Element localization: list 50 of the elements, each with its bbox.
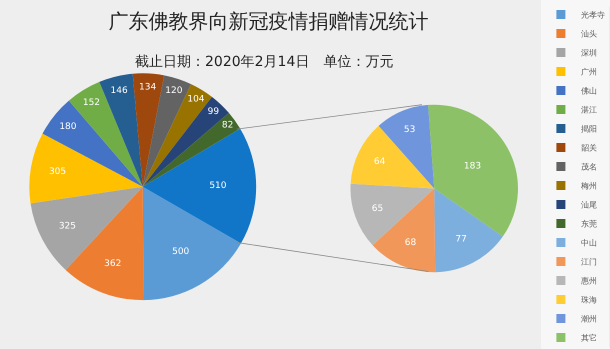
data-label: 82 [222, 120, 234, 131]
text: 截止日期：2020年2月14日 单位：万元 [135, 54, 394, 70]
pie-slice [372, 188, 436, 272]
legend-label: 汕尾 [580, 200, 597, 210]
legend-label: 深圳 [580, 48, 597, 58]
data-label: 362 [104, 259, 122, 270]
data-label: 305 [48, 167, 66, 178]
pie-slice [434, 188, 503, 272]
data-label: 134 [139, 82, 157, 92]
legend-label: 韶关 [580, 144, 597, 153]
legend-label: 光孝寺 [580, 10, 605, 20]
data-label: 99 [208, 107, 220, 118]
legend-label: 其它 [580, 334, 597, 343]
data-label: 77 [455, 234, 467, 244]
legend-label: 广州 [580, 68, 597, 77]
pie-slice [29, 134, 143, 204]
legend-label: 梅州 [580, 182, 597, 191]
text: 广东佛教界向新冠疫情捐赠情况统计 [108, 8, 428, 33]
legend-label: 中山 [580, 238, 597, 248]
pie-slice [428, 104, 518, 237]
legend-label: 佛山 [580, 86, 597, 96]
data-label: 325 [58, 221, 76, 232]
legend-label: 东莞 [580, 220, 597, 229]
data-label: 510 [209, 181, 227, 192]
data-label: 500 [172, 247, 190, 258]
data-label: 183 [464, 162, 482, 172]
data-label: 68 [404, 238, 416, 248]
legend-label: 揭阳 [580, 124, 597, 134]
data-label: 104 [187, 94, 205, 104]
pie-slice [30, 186, 143, 270]
data-label: 146 [110, 86, 128, 96]
legend-label: 湛江 [580, 106, 597, 115]
data-label: 64 [374, 157, 386, 168]
legend-label: 潮州 [580, 314, 597, 324]
pie-slice [132, 73, 164, 187]
data-label: 65 [372, 204, 384, 214]
legend-label: 汕头 [580, 30, 597, 39]
pie-slice [142, 128, 256, 244]
data-label: 53 [404, 125, 416, 136]
legend-label: 珠海 [580, 296, 597, 305]
pie-slice [142, 112, 240, 187]
data-label: 152 [82, 98, 100, 108]
pie-slice [350, 184, 434, 246]
data-label: 120 [165, 86, 183, 96]
pie-slice [350, 126, 434, 188]
legend-label: 茂名 [580, 162, 597, 172]
pie-slice [142, 186, 241, 300]
data-label: 180 [59, 122, 77, 132]
legend-label: 江门 [580, 258, 597, 267]
legend-label: 惠州 [580, 276, 597, 286]
